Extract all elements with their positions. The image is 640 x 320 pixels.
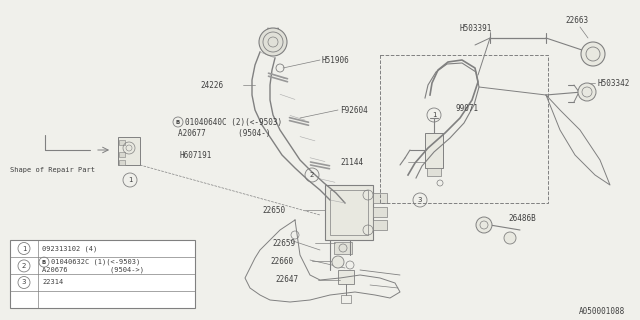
- Text: 22314: 22314: [42, 279, 63, 285]
- Text: B: B: [176, 119, 180, 124]
- Bar: [380, 55, 548, 203]
- Circle shape: [332, 256, 344, 268]
- Bar: [334, 242, 352, 254]
- Bar: [373, 207, 387, 217]
- Text: H503342: H503342: [597, 78, 629, 87]
- Bar: [119, 160, 125, 165]
- Text: 22647: 22647: [275, 276, 298, 284]
- Bar: [341, 295, 351, 303]
- Text: H503391: H503391: [460, 23, 492, 33]
- Text: B: B: [42, 260, 46, 265]
- Text: A050001088: A050001088: [579, 308, 625, 316]
- Text: Shape of Repair Part: Shape of Repair Part: [10, 167, 95, 173]
- Circle shape: [476, 217, 492, 233]
- Bar: [373, 220, 387, 230]
- Text: 092313102 (4): 092313102 (4): [42, 245, 97, 252]
- Circle shape: [259, 28, 287, 56]
- Text: 22659: 22659: [272, 238, 295, 247]
- Text: H51906: H51906: [322, 55, 349, 65]
- Text: 26486B: 26486B: [508, 213, 536, 222]
- Text: 22663: 22663: [565, 15, 588, 25]
- Text: 2: 2: [310, 172, 314, 178]
- Text: 22660: 22660: [270, 257, 293, 266]
- Text: 1: 1: [432, 112, 436, 118]
- Text: 24226: 24226: [200, 81, 223, 90]
- Text: 1: 1: [128, 177, 132, 183]
- Bar: [10, 240, 195, 308]
- Circle shape: [578, 83, 596, 101]
- Text: A20676          (9504->): A20676 (9504->): [42, 267, 144, 273]
- Bar: [325, 185, 373, 240]
- Bar: [118, 137, 140, 165]
- Text: 21144: 21144: [340, 157, 363, 166]
- Text: 3: 3: [418, 197, 422, 203]
- Bar: [119, 152, 125, 157]
- Text: A20677       (9504-): A20677 (9504-): [178, 129, 271, 138]
- Bar: [330, 190, 368, 235]
- Text: 01040632C (1)(<-9503): 01040632C (1)(<-9503): [51, 259, 140, 265]
- Bar: [119, 140, 125, 145]
- Circle shape: [581, 42, 605, 66]
- Text: H607191: H607191: [180, 150, 212, 159]
- Bar: [338, 270, 354, 284]
- Bar: [427, 168, 441, 176]
- Text: 01040640C (2)(<-9503): 01040640C (2)(<-9503): [185, 117, 282, 126]
- Bar: [425, 133, 443, 168]
- Text: 3: 3: [22, 279, 26, 285]
- Text: 99071: 99071: [456, 103, 479, 113]
- Text: F92604: F92604: [340, 106, 368, 115]
- Text: 1: 1: [22, 245, 26, 252]
- Bar: [373, 193, 387, 203]
- Text: 22650: 22650: [262, 205, 285, 214]
- Circle shape: [504, 232, 516, 244]
- Text: 2: 2: [22, 263, 26, 269]
